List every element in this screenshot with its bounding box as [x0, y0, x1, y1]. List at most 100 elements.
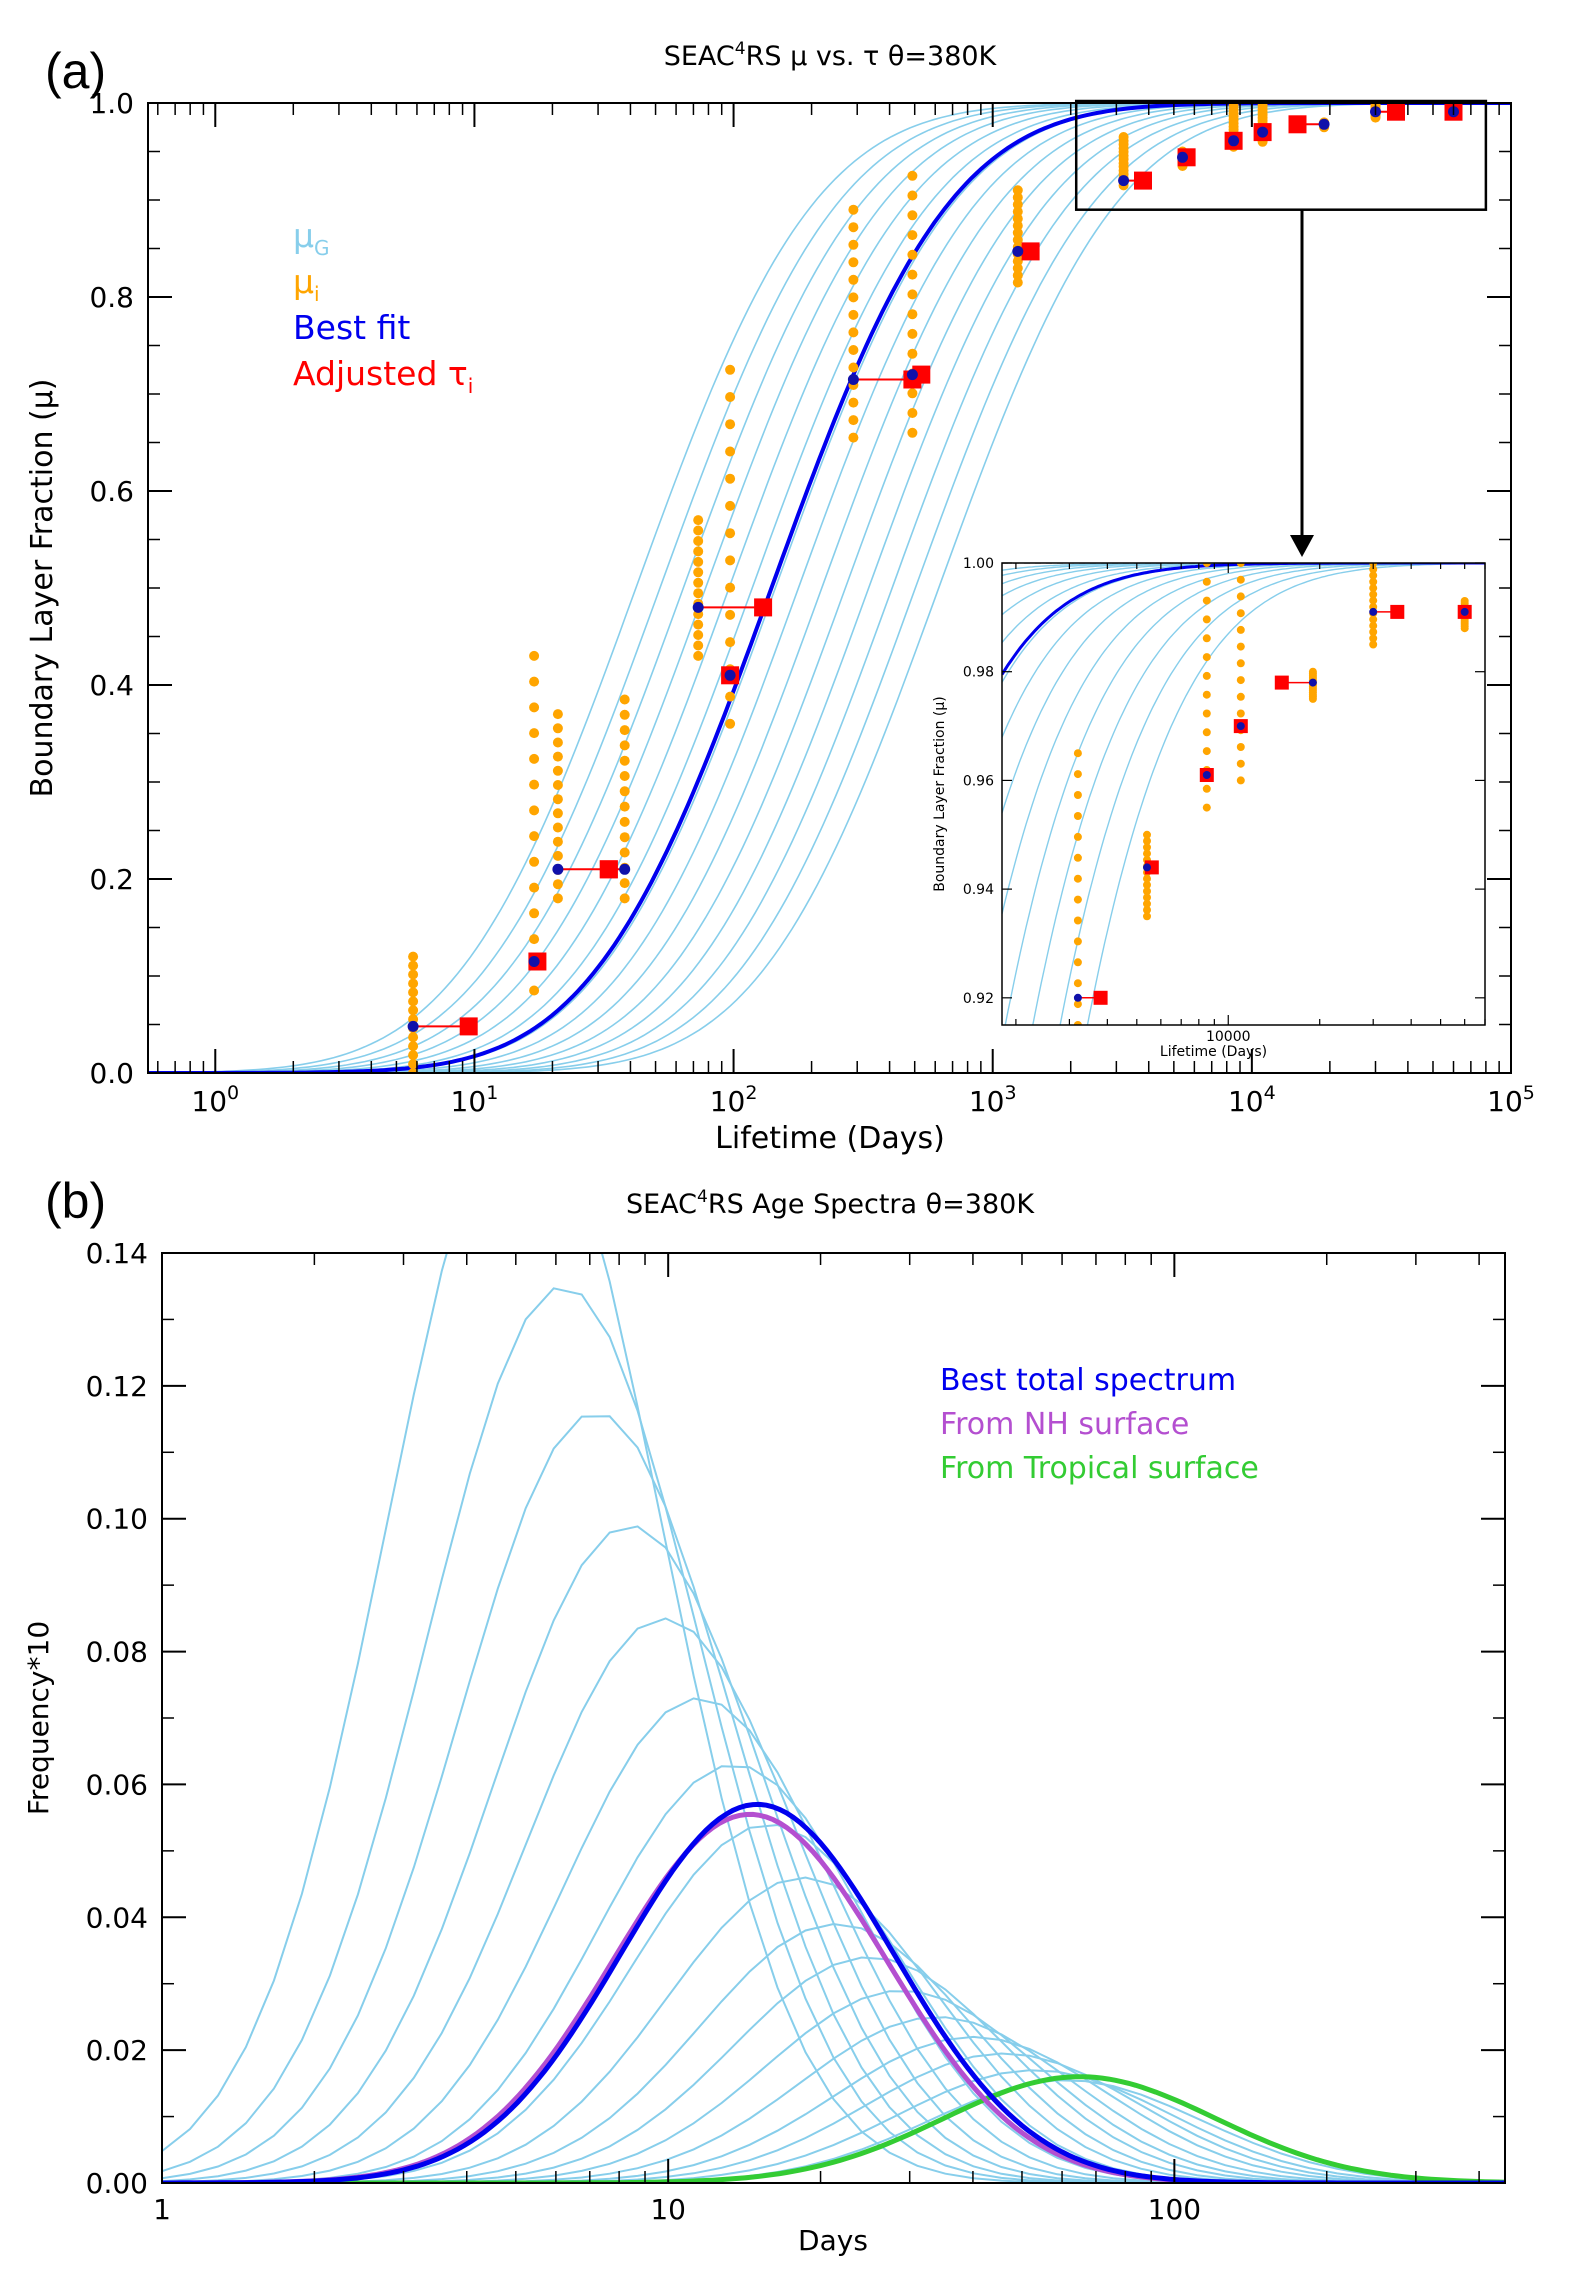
mu-i-point — [1236, 625, 1245, 634]
mu-i-point — [1143, 849, 1151, 858]
x-tick-label: 10 — [650, 2193, 686, 2226]
mu-i-point — [552, 765, 563, 776]
y-tick-label: 0.12 — [86, 1370, 148, 1403]
mu-i-point — [552, 808, 563, 819]
mu-i-point — [1236, 709, 1245, 718]
mu-i-point — [907, 427, 918, 438]
y-tick-label: 0.4 — [89, 669, 134, 702]
mu-i-point — [408, 978, 419, 989]
legend-entry: Best fit — [293, 308, 410, 347]
mu-i-point — [1202, 784, 1211, 793]
chart-a-x-axis-label: Lifetime (Days) — [715, 1121, 945, 1156]
mu-i-point — [1236, 642, 1245, 651]
spectrum-family-curve — [162, 2079, 1505, 2183]
mu-i-point — [693, 630, 704, 640]
mu-i-point — [408, 1050, 419, 1061]
mu-i-point — [907, 289, 918, 300]
inset-y-tick-label: 0.92 — [963, 991, 994, 1007]
mu-i-point — [725, 364, 736, 375]
mu-i-point — [907, 269, 918, 280]
mu-i-point — [529, 908, 540, 919]
mu-i-point — [619, 801, 630, 812]
mu-i-point — [848, 327, 859, 338]
chart-a-title: SEAC4RS μ vs. τ θ=380K — [664, 39, 998, 72]
chart-a: 0.0 0.2 0.4 0.6 0.8 1.0 100 101 102 103 104 105 μGμ… — [25, 87, 1535, 1156]
mean-mu-point — [1202, 771, 1211, 779]
mu-i-point — [1202, 709, 1211, 718]
mu-i-point — [552, 794, 563, 805]
chart-b-y-axis-label: Frequency*10 — [22, 1621, 55, 1815]
mu-i-point — [1369, 590, 1378, 599]
best-total-curve — [162, 1801, 1505, 2183]
mu-i-point — [907, 170, 918, 181]
mu-i-point — [1143, 880, 1151, 889]
mu-i-point — [408, 969, 419, 980]
mu-i-point — [1012, 220, 1023, 231]
mu-i-point — [1202, 803, 1211, 812]
mu-i-point — [1012, 270, 1023, 281]
mu-i-point — [1143, 899, 1151, 908]
inset-mu-g-curve — [1002, 563, 1485, 571]
mu-i-point — [725, 500, 736, 511]
spectrum-family-curve — [162, 1253, 1505, 2183]
x-tick-label: 105 — [1487, 1082, 1535, 1118]
mu-i-point — [1073, 1021, 1082, 1025]
legend-entry: μi — [293, 262, 320, 306]
mu-i-point — [1012, 256, 1023, 267]
spectrum-family-curve — [162, 2052, 1505, 2183]
mu-i-point — [1236, 592, 1245, 601]
spectrum-family-curve — [162, 2069, 1505, 2183]
inset-background — [1002, 563, 1485, 1025]
x-tick-label: 1 — [153, 2193, 171, 2226]
mu-i-point — [1236, 776, 1245, 785]
mu-i-point — [1073, 979, 1082, 988]
adjusted-tau-marker — [1021, 242, 1040, 261]
mu-i-point — [1073, 812, 1082, 820]
inset-plot-area — [1002, 563, 1485, 1025]
mu-i-point — [1369, 640, 1378, 649]
mu-i-point — [1073, 916, 1082, 925]
chart-b-frame — [161, 1252, 1506, 2184]
mu-i-point — [529, 650, 540, 661]
mu-i-point — [725, 528, 736, 539]
mean-mu-point — [692, 601, 704, 613]
spectrum-family-curve — [162, 1956, 1505, 2183]
mu-i-point — [1012, 199, 1023, 210]
mu-i-point — [529, 805, 540, 816]
mu-i-point — [552, 836, 563, 847]
mean-mu-point — [847, 374, 859, 385]
mu-i-point — [693, 525, 704, 536]
mean-mu-point — [528, 956, 540, 967]
inset-mu-g-curve — [1086, 563, 1485, 1025]
mu-i-point — [848, 222, 859, 233]
adjusted-tau-marker — [1387, 103, 1405, 121]
mu-i-point — [725, 691, 736, 702]
mu-i-point — [1143, 830, 1151, 839]
mu-i-point — [1369, 565, 1378, 574]
spectrum-family-curve — [162, 1287, 1505, 2183]
adjusted-tau-marker — [1134, 171, 1152, 190]
mu-i-point — [1073, 895, 1082, 904]
mu-i-point — [848, 415, 859, 426]
inset-y-tick-label: 1.00 — [963, 556, 994, 572]
mu-i-point — [619, 786, 630, 797]
mu-i-point — [1143, 843, 1151, 852]
inset-y-tick-label: 0.98 — [963, 665, 994, 681]
mu-i-point — [1012, 185, 1023, 196]
chart-b-x-axis-label: Days — [798, 2224, 868, 2257]
mu-i-point — [907, 249, 918, 260]
mu-i-point — [1369, 571, 1378, 580]
mu-i-point — [552, 751, 563, 762]
mu-i-point — [1369, 634, 1378, 643]
mean-mu-point — [1177, 151, 1188, 163]
mu-i-point — [725, 446, 736, 457]
adjusted-tau-marker — [754, 598, 773, 617]
mu-g-curve — [148, 103, 1511, 1073]
mu-i-point — [1202, 747, 1211, 756]
chart-b: 0.00 0.02 0.04 0.06 0.08 0.10 0.12 0.14 1 10 100 B… — [22, 1237, 1506, 2257]
y-tick-label: 0.14 — [86, 1237, 148, 1270]
mu-i-point — [529, 702, 540, 713]
mu-i-point — [1369, 596, 1378, 605]
